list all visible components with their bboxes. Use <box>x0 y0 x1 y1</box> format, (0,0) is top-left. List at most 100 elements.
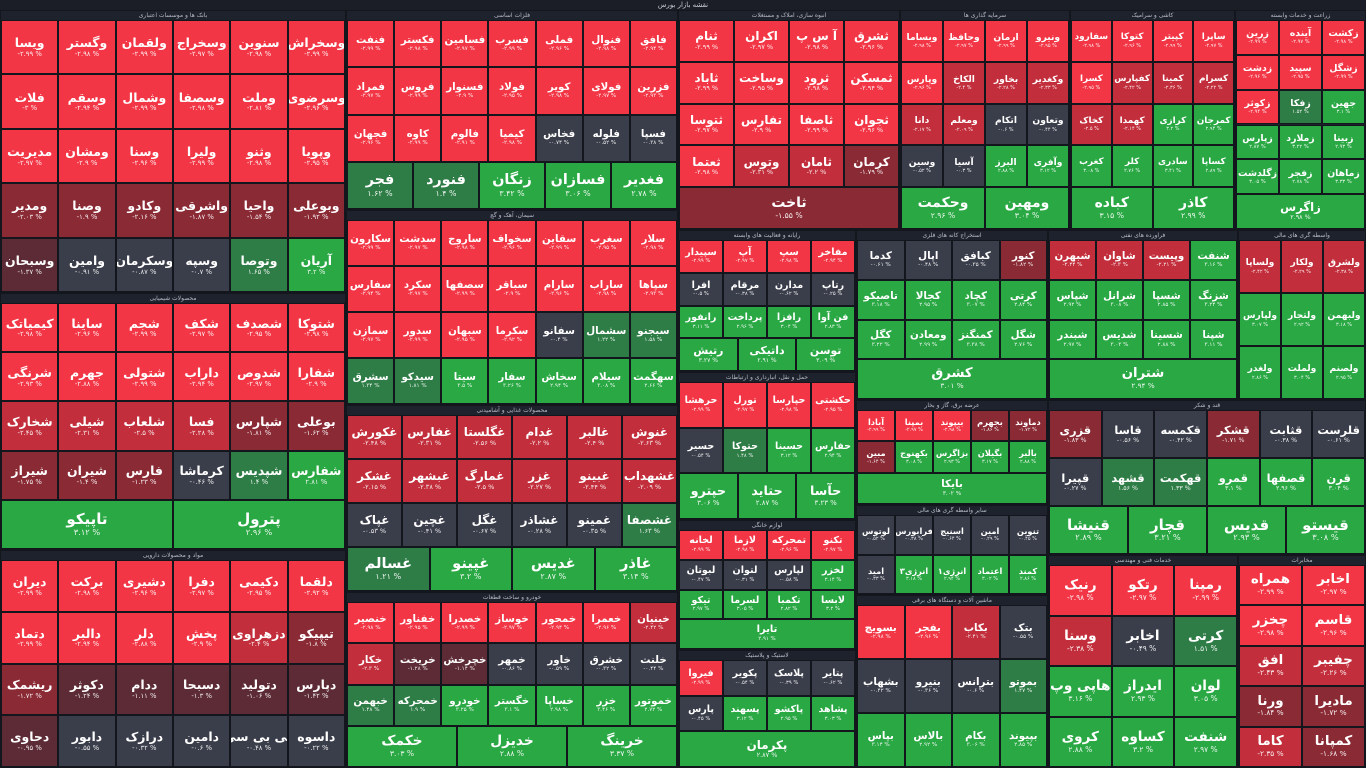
stock-tile[interactable]: سصفها -۲.۹۹ % <box>441 266 489 312</box>
stock-tile[interactable]: دحاوی -۰.۹۵ % <box>1 715 59 767</box>
stock-tile[interactable]: شپدیس ۱.۴ % <box>230 450 288 500</box>
stock-tile[interactable]: ساپرا -۲.۹۷ % <box>1193 20 1234 62</box>
stock-tile[interactable]: قکمسه -۰.۴۲ % <box>1154 410 1207 458</box>
stock-tile[interactable]: خساپا ۲.۹۸ % <box>535 684 583 726</box>
stock-tile[interactable]: بنیرو -۰.۳۶ % <box>904 659 952 713</box>
stock-tile[interactable]: سکارون -۲.۹۹ % <box>347 220 395 266</box>
stock-tile[interactable]: کاذر ۲.۹۹ % <box>1152 187 1234 229</box>
stock-tile[interactable]: خوساز -۲.۹۷ % <box>488 602 536 644</box>
stock-tile[interactable]: دشیری -۲.۹۶ % <box>115 560 173 612</box>
stock-tile[interactable]: سخواف -۲.۹۶ % <box>488 220 536 266</box>
stock-tile[interactable]: وثنو -۲.۹۸ % <box>230 128 288 184</box>
stock-tile[interactable]: تکمبا ۲.۸۲ % <box>767 589 811 620</box>
stock-tile[interactable]: فسنوار -۲.۹ % <box>441 67 489 115</box>
stock-tile[interactable]: بوعلی -۱.۶۲ % <box>287 401 345 451</box>
stock-tile[interactable]: فن آوا ۲.۸۳ % <box>811 305 855 339</box>
stock-tile[interactable]: بگیلان ۳.۱۷ % <box>971 441 1009 473</box>
stock-tile[interactable]: اکران -۲.۹۷ % <box>734 20 789 62</box>
stock-tile[interactable]: شگل ۲.۷۶ % <box>999 319 1047 360</box>
stock-tile[interactable]: سهگمت ۲.۶۶ % <box>629 358 677 404</box>
stock-tile[interactable]: شرانل ۳.۰۸ % <box>1096 279 1143 320</box>
stock-tile[interactable]: دلقما -۲.۹۲ % <box>287 560 345 612</box>
stock-tile[interactable]: فلوله -۰.۵۲ % <box>582 114 630 162</box>
stock-tile[interactable]: ومشان -۲.۹ % <box>58 128 116 184</box>
stock-tile[interactable]: مبین -۱.۶۴ % <box>857 441 895 473</box>
stock-tile[interactable]: شدیس ۳.۰۳ % <box>1096 319 1143 360</box>
stock-tile[interactable]: کساوه ۳.۲ % <box>1111 716 1175 767</box>
stock-tile[interactable]: چفیبر -۲.۲۶ % <box>1302 645 1365 687</box>
stock-tile[interactable]: فملی -۲.۹۶ % <box>535 20 583 68</box>
stock-tile[interactable]: غگلستا -۲.۵۶ % <box>457 415 512 459</box>
stock-tile[interactable]: تورل -۲.۹۷ % <box>723 382 767 428</box>
stock-tile[interactable]: غچین -۰.۴۱ % <box>402 503 457 547</box>
stock-tile[interactable]: تکنو -۲.۹۷ % <box>811 530 855 560</box>
stock-tile[interactable]: شلعاب -۲.۵ % <box>115 401 173 451</box>
stock-tile[interactable]: قاسم -۲.۹۶ % <box>1302 605 1365 646</box>
stock-tile[interactable]: ویسا -۲.۹۹ % <box>1 20 59 75</box>
stock-tile[interactable]: ثاخت -۱.۵۵ % <box>679 187 899 229</box>
stock-tile[interactable]: داسوه -۰.۲۲ % <box>287 715 345 767</box>
stock-tile[interactable]: کرتی ۱.۵۱ % <box>1174 615 1237 666</box>
stock-tile[interactable]: بسویچ -۲.۹۸ % <box>857 605 905 659</box>
stock-tile[interactable]: وسخراج -۲.۹۷ % <box>173 20 231 75</box>
stock-tile[interactable]: فارس -۱.۲۳ % <box>115 450 173 500</box>
stock-tile[interactable]: سلار -۲.۹۸ % <box>629 220 677 266</box>
stock-tile[interactable]: وسپه -۰.۷ % <box>173 237 231 292</box>
stock-tile[interactable]: اخابر -۲.۹۷ % <box>1302 565 1365 606</box>
stock-tile[interactable]: غنوش -۲.۶۳ % <box>622 415 677 459</box>
stock-tile[interactable]: قلرست -۰.۶۱ % <box>1312 410 1365 458</box>
stock-tile[interactable]: وکادو -۲.۱۶ % <box>115 183 173 238</box>
stock-tile[interactable]: خگستر ۳.۱ % <box>488 684 536 726</box>
stock-tile[interactable]: خبنیان -۲.۴۲ % <box>629 602 677 644</box>
stock-tile[interactable]: بزاگرس ۲.۹۳ % <box>933 441 971 473</box>
stock-tile[interactable]: شزنگ ۳.۲۴ % <box>1190 279 1237 320</box>
stock-tile[interactable]: امین -۰.۲۹ % <box>971 515 1009 555</box>
stock-tile[interactable]: رتاپ -۰.۲۵ % <box>811 272 855 306</box>
stock-tile[interactable]: کباده ۳.۱۵ % <box>1071 187 1153 229</box>
stock-tile[interactable]: کساپا ۲.۸۹ % <box>1193 145 1234 188</box>
stock-tile[interactable]: ددام -۱.۱۱ % <box>115 663 173 716</box>
stock-tile[interactable]: شپنا ۳.۱۱ % <box>1190 319 1237 360</box>
stock-tile[interactable]: کهمدا -۲.۱۴ % <box>1111 103 1153 146</box>
stock-tile[interactable]: ونیرو -۲.۹۵ % <box>1027 20 1069 62</box>
stock-tile[interactable]: کلر ۲.۷۶ % <box>1111 145 1153 188</box>
stock-tile[interactable]: وتوصا ۱.۶۵ % <box>230 237 288 292</box>
stock-tile[interactable]: لسرما ۳.۰۵ % <box>723 589 767 620</box>
stock-tile[interactable]: پلاسک -۰.۳۹ % <box>767 660 811 696</box>
stock-tile[interactable]: خموتور ۲.۷۲ % <box>629 684 677 726</box>
stock-tile[interactable]: تاپیکو ۳.۱۲ % <box>1 499 173 549</box>
stock-tile[interactable]: بترانس -۰.۶ % <box>952 659 1000 713</box>
stock-tile[interactable]: دابور -۰.۵۵ % <box>58 715 116 767</box>
stock-tile[interactable]: فکستر -۲.۹۸ % <box>394 20 442 68</box>
stock-tile[interactable]: هاپی وپ ۳.۱۶ % <box>1049 666 1112 717</box>
stock-tile[interactable]: کسرام -۲.۲۲ % <box>1193 61 1234 104</box>
stock-tile[interactable]: زدشت -۲.۹۶ % <box>1236 54 1279 90</box>
stock-tile[interactable]: شصدف -۲.۹۵ % <box>230 303 288 353</box>
stock-tile[interactable]: وسرضوی -۲.۹۶ % <box>287 74 345 129</box>
stock-tile[interactable]: بخاور -۲.۲۸ % <box>985 61 1027 104</box>
stock-tile[interactable]: سفارس -۲.۹۴ % <box>347 266 395 312</box>
stock-tile[interactable]: خمحور -۲.۹۴ % <box>535 602 583 644</box>
stock-tile[interactable]: زبینا ۲.۹۳ % <box>1322 124 1365 160</box>
stock-tile[interactable]: کتوکا -۲.۹۶ % <box>1111 20 1153 62</box>
stock-tile[interactable]: خمحرکه ۱.۹ % <box>394 684 442 726</box>
stock-tile[interactable]: وکغدیر -۲.۳۳ % <box>1027 61 1069 104</box>
stock-tile[interactable]: ولتجار ۲.۹۲ % <box>1281 293 1323 346</box>
stock-tile[interactable]: حپارسا -۲.۹۸ % <box>767 382 811 428</box>
stock-tile[interactable]: فرابورس -۰.۳۸ % <box>895 515 933 555</box>
stock-tile[interactable]: شاوان -۲.۳ % <box>1096 240 1143 280</box>
stock-tile[interactable]: فغدیر ۲.۷۸ % <box>611 161 677 209</box>
stock-tile[interactable]: کجالا ۲.۹۵ % <box>904 279 952 320</box>
stock-tile[interactable]: سفارود -۲.۹۸ % <box>1071 20 1112 62</box>
stock-tile[interactable]: زکوثر -۲.۹۴ % <box>1236 89 1279 125</box>
stock-tile[interactable]: خاور -۰.۵۹ % <box>535 643 583 685</box>
stock-tile[interactable]: مدیریت -۲.۹۷ % <box>1 128 59 184</box>
stock-tile[interactable]: مرقام -۰.۳۸ % <box>723 272 767 306</box>
stock-tile[interactable]: الکاخ -۲.۴ % <box>943 61 985 104</box>
stock-tile[interactable]: قچار ۳.۲۱ % <box>1128 506 1207 554</box>
stock-tile[interactable]: ولقمان -۲.۹۹ % <box>115 20 173 75</box>
stock-tile[interactable]: آپ -۲.۹۷ % <box>723 240 767 273</box>
stock-tile[interactable]: کاوه -۲.۹۹ % <box>394 114 442 162</box>
stock-tile[interactable]: غزر -۲.۲۷ % <box>512 459 567 503</box>
stock-tile[interactable]: زفکا ۱.۵۲ % <box>1279 89 1322 125</box>
